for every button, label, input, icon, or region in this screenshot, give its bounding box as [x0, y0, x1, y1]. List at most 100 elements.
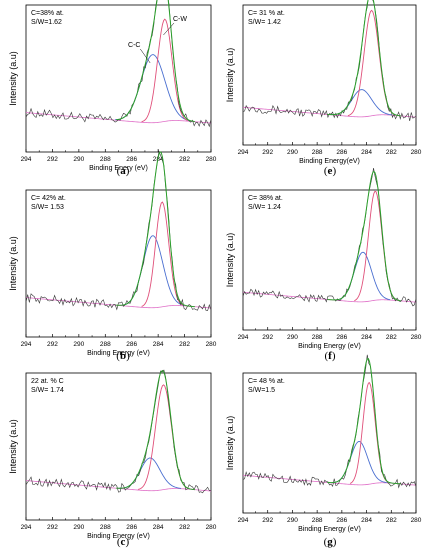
x-tick-label: 280 [206, 524, 217, 531]
x-tick-label: 284 [153, 156, 164, 163]
panel-c: 294 292 290 288 286 284 282 280 Binding Energy (… [8, 369, 217, 548]
plot-frame [242, 189, 417, 331]
plot-frame [25, 4, 212, 153]
x-tick-label: 290 [73, 524, 84, 531]
plot-frame [25, 372, 212, 521]
x-tick-label: 290 [287, 334, 298, 341]
x-tick-label: 294 [238, 149, 249, 156]
x-tick-label: 294 [238, 517, 249, 524]
envelope-fit-line [327, 170, 401, 302]
x-tick-label: 288 [312, 149, 323, 156]
envelope-fit-line [116, 0, 195, 123]
background-line [25, 112, 212, 124]
x-tick-label: 288 [100, 524, 111, 531]
x-tick-label: 284 [153, 524, 164, 531]
x-tick-label: 288 [100, 341, 111, 348]
y-axis-label: Intensity (a.u) [225, 416, 235, 471]
raw-data-line [242, 168, 417, 307]
component-cw-peak [141, 18, 189, 123]
x-tick-label: 280 [411, 149, 422, 156]
x-tick-label: 280 [206, 156, 217, 163]
x-tick-label: 288 [100, 156, 111, 163]
x-tick-label: 288 [312, 334, 323, 341]
panel-label: (f) [324, 350, 335, 362]
background-line [242, 106, 417, 118]
x-axis-label: Binding Energy (eV) [87, 533, 150, 540]
y-axis-label: Intensity (a.u) [225, 233, 235, 288]
plot-frame [242, 4, 417, 146]
envelope-fit-line [327, 358, 401, 485]
background-line [242, 474, 417, 486]
x-tick-label: 292 [262, 334, 273, 341]
annotation-line: C= 31 % at. [248, 10, 285, 17]
component-cw-peak [138, 384, 189, 490]
panel-b: 294 292 290 288 286 284 282 280 Binding Energy (… [8, 150, 217, 362]
component-cw-peak [141, 201, 184, 307]
x-tick-label: 282 [179, 524, 190, 531]
panel-label: (c) [117, 536, 130, 548]
component-cc-peak [335, 251, 391, 301]
x-tick-label: 282 [386, 517, 397, 524]
peak-label: C-W [173, 16, 187, 23]
x-tick-label: 284 [361, 334, 372, 341]
x-tick-label: 284 [361, 149, 372, 156]
annotation-line: 22 at. % C [31, 378, 64, 385]
x-tick-label: 284 [361, 517, 372, 524]
x-tick-label: 286 [126, 341, 137, 348]
x-tick-label: 282 [179, 341, 190, 348]
x-tick-label: 284 [153, 341, 164, 348]
annotation-line: S/W= 1.42 [248, 19, 281, 26]
component-cc-peak [330, 89, 393, 116]
annotation-line: S/W=1.62 [31, 19, 62, 26]
annotation-line: S/W= 1.74 [31, 387, 64, 394]
component-cc-peak [121, 235, 185, 306]
x-tick-label: 290 [287, 517, 298, 524]
panel-g: 294 292 290 288 286 284 282 280 Binding Energy (… [225, 354, 422, 548]
x-tick-label: 292 [47, 524, 58, 531]
annotation-line: S/W= 1.53 [31, 204, 64, 211]
plot-frame [25, 189, 212, 338]
panel-label: (e) [324, 165, 337, 177]
envelope-fit-line [116, 151, 195, 308]
x-tick-label: 290 [73, 156, 84, 163]
annotation-line: S/W= 1.24 [248, 204, 281, 211]
panel-label: (b) [116, 350, 130, 362]
x-tick-label: 288 [312, 517, 323, 524]
y-axis-label: Intensity (a.u) [225, 48, 235, 103]
x-tick-label: 280 [206, 341, 217, 348]
envelope-fit-line [327, 0, 401, 117]
component-cc-peak [115, 54, 191, 122]
x-tick-label: 294 [21, 341, 32, 348]
raw-data-line [25, 150, 212, 311]
x-axis-label: Binding Enery (eV) [89, 165, 148, 172]
x-tick-label: 290 [73, 341, 84, 348]
x-axis-label: Binding Energy (eV) [87, 350, 150, 357]
x-tick-label: 280 [411, 517, 422, 524]
y-axis-label: Intensity (a.u) [8, 236, 18, 291]
x-tick-label: 292 [262, 149, 273, 156]
x-tick-label: 294 [21, 156, 32, 163]
x-tick-label: 282 [386, 149, 397, 156]
x-tick-label: 286 [126, 156, 137, 163]
component-cw-peak [347, 9, 395, 116]
annotation-line: C=38% at. [31, 10, 64, 17]
x-tick-label: 286 [336, 149, 347, 156]
x-tick-label: 286 [336, 517, 347, 524]
x-tick-label: 294 [21, 524, 32, 531]
panel-f: 294 292 290 288 286 284 282 280 Binding Energy (… [225, 168, 422, 362]
annotation-line: C= 48 % at. [248, 378, 285, 385]
x-tick-label: 292 [262, 517, 273, 524]
panel-e: 294 292 290 288 286 284 282 280 Binding Energy(e… [225, 0, 422, 177]
peak-label-pointer [163, 22, 175, 36]
plot-frame [242, 372, 417, 514]
component-cc-peak [118, 457, 182, 489]
panel-a: 294 292 290 288 286 284 282 280 Binding Enery (e… [8, 0, 217, 177]
x-tick-label: 280 [411, 334, 422, 341]
x-axis-label: Binding Energy (eV) [298, 526, 361, 533]
y-axis-label: Intensity (a.u) [8, 51, 18, 106]
x-tick-label: 290 [287, 149, 298, 156]
y-axis-label: Intensity (a.u) [8, 419, 18, 474]
x-axis-label: Binding Energy(eV) [299, 158, 360, 165]
x-tick-label: 292 [47, 341, 58, 348]
